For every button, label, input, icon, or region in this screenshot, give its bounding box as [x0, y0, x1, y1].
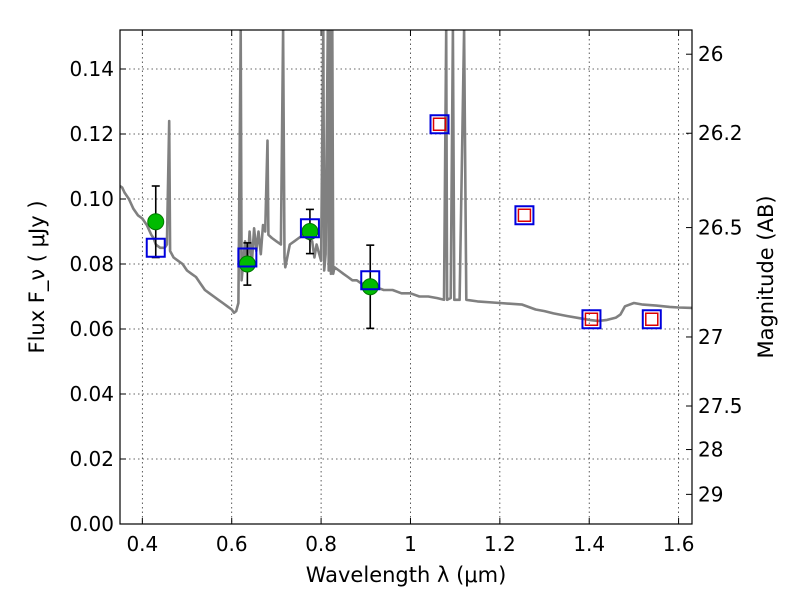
model-flux-square	[514, 205, 535, 226]
model-flux-square	[581, 309, 602, 330]
y-tick-label: 0.02	[69, 447, 114, 471]
y-tick-label: 0.14	[69, 57, 114, 81]
y2-tick-label: 26	[698, 42, 723, 66]
y-axis-right-label: Magnitude (AB)	[754, 195, 778, 358]
y-tick-label: 0.04	[69, 382, 114, 406]
y2-tick-label: 27.5	[698, 394, 743, 418]
observed-flux-point	[361, 278, 379, 296]
model-flux-inner-square	[432, 117, 447, 131]
y2-tick-label: 26.5	[698, 216, 743, 240]
x-axis-label: Wavelength λ (μm)	[306, 563, 507, 587]
x-tick-label: 1.4	[573, 532, 605, 556]
model-flux-square	[237, 247, 258, 268]
x-tick-label: 1	[404, 532, 417, 556]
plot-frame	[119, 29, 693, 525]
x-tick-label: 0.8	[305, 532, 337, 556]
x-tick-label: 0.6	[216, 532, 248, 556]
observed-flux-point	[147, 213, 165, 231]
data-layer	[120, 30, 692, 330]
model-flux-inner-square	[645, 312, 659, 326]
model-flux-square	[360, 270, 381, 291]
model-flux-square	[429, 114, 450, 135]
model-flux-square	[145, 237, 166, 258]
model-flux-square	[299, 218, 320, 239]
y-tick-label: 0.10	[69, 187, 114, 211]
y2-tick-label: 26.2	[698, 121, 743, 145]
y-tick-label: 0.00	[69, 512, 114, 536]
observed-flux-point	[238, 255, 256, 273]
y-axis-left-label: Flux F_ν ( μJy )	[25, 200, 50, 353]
y2-tick-label: 29	[698, 482, 723, 506]
ticks: 0.4 0.6 0.8 1 1.2 1.4 1.6 0.00 0.02 0.04 0.06 0.08 0…	[69, 30, 743, 556]
y-tick-label: 0.08	[69, 252, 114, 276]
x-tick-label: 0.4	[126, 532, 158, 556]
y2-tick-label: 27	[698, 325, 723, 349]
x-tick-label: 1.2	[484, 532, 516, 556]
model-flux-square	[641, 309, 662, 330]
plot-background	[120, 30, 692, 524]
model-flux-inner-square	[584, 312, 599, 326]
y-tick-label: 0.12	[69, 122, 114, 146]
y2-tick-label: 28	[698, 438, 723, 462]
y-tick-label: 0.06	[69, 317, 114, 341]
model-flux-inner-square	[517, 208, 532, 222]
x-tick-label: 1.6	[663, 532, 695, 556]
